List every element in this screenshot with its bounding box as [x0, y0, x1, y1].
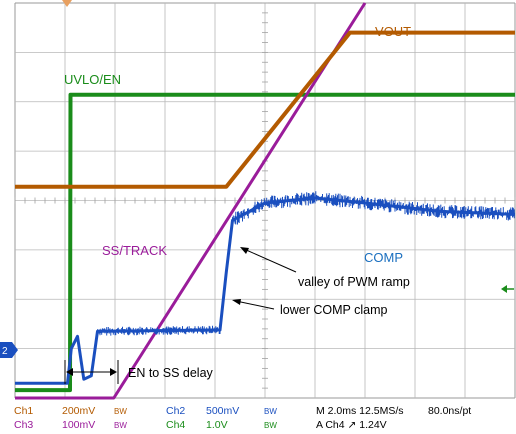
valley-annotation: valley of PWM ramp [240, 247, 410, 289]
ch3-bw: BW [114, 421, 127, 430]
ch4-name: Ch4 [166, 419, 185, 431]
ch4-scale: 1.0V [206, 419, 228, 431]
valley-annotation-text: valley of PWM ramp [298, 275, 410, 289]
ch3-name: Ch3 [14, 419, 33, 431]
ch1-bw: BW [114, 407, 127, 416]
ch2-name: Ch2 [166, 405, 185, 417]
ss-track-label: SS/TRACK [102, 243, 167, 258]
delay-annotation: EN to SS delay [64, 360, 214, 384]
ch4-bw: BW [264, 421, 277, 430]
delay-annotation-text: EN to SS delay [128, 366, 214, 380]
trigger-position-marker [62, 0, 72, 7]
timebase-readout: M 2.0ms 12.5MS/s [316, 405, 404, 417]
ch3-scale: 100mV [62, 419, 95, 431]
vout-trace [15, 30, 515, 189]
ch1-scale: 200mV [62, 405, 95, 417]
ss-track-trace [15, 2, 367, 400]
ch2-scale: 500mV [206, 405, 239, 417]
comp-label: COMP [364, 250, 403, 265]
trigger-level-arrow [501, 285, 514, 293]
resolution-readout: 80.0ns/pt [428, 405, 471, 417]
trace-layer [15, 2, 516, 400]
ground-marker-label: 2 [2, 346, 8, 357]
clamp-annotation: lower COMP clamp [232, 299, 387, 317]
comp-ripple [97, 191, 515, 336]
ch2-bw: BW [264, 407, 277, 416]
scope-readout: Ch1 200mV BW Ch2 500mV BW M 2.0ms 12.5MS… [14, 405, 471, 431]
clamp-annotation-text: lower COMP clamp [280, 303, 387, 317]
uvlo-en-label: UVLO/EN [64, 72, 121, 87]
uvlo-en-trace [15, 92, 515, 393]
vout-label: VOUT [375, 24, 411, 39]
channel-ground-marker: 2 [0, 342, 18, 358]
trigger-readout: A Ch4 ↗ 1.24V [316, 419, 387, 431]
ch1-name: Ch1 [14, 405, 33, 417]
